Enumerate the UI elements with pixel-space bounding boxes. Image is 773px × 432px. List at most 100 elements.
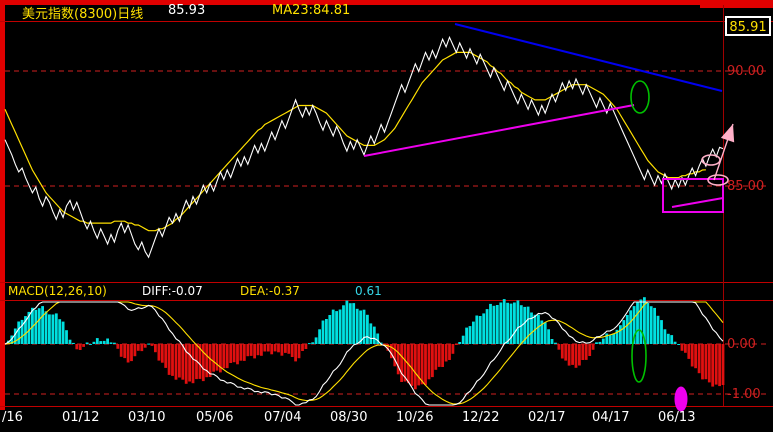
macd-histogram-bar	[277, 344, 280, 353]
macd-histogram-bar	[441, 344, 444, 367]
macd-histogram-bar	[325, 319, 328, 344]
macd-histogram-bar	[707, 344, 711, 383]
macd-histogram-bar	[598, 341, 602, 344]
macd-histogram-bar	[557, 344, 561, 350]
macd-histogram-bar	[431, 344, 434, 378]
macd-histogram-bar	[684, 344, 687, 353]
macd-histogram-bar	[215, 344, 219, 371]
macd-histogram-bar	[307, 343, 311, 345]
macd-histogram-bar	[420, 344, 424, 385]
macd-histogram-bar	[61, 321, 65, 344]
macd-histogram-bar	[393, 344, 397, 367]
macd-histogram-bar	[465, 327, 468, 344]
macd-histogram-bar	[143, 344, 147, 348]
macd-histogram-bar	[342, 305, 345, 344]
macd-diff-value: DIFF:-0.07	[142, 284, 203, 298]
macd-histogram-bar	[697, 344, 701, 374]
macd-histogram-bar	[472, 321, 475, 344]
macd-histogram-bar	[601, 338, 605, 344]
macd-histogram-bar	[376, 333, 380, 344]
macd-histogram-bar	[550, 339, 554, 344]
macd-header: MACD(12,26,10) DIFF:-0.07 DEA:-0.37 0.61	[0, 284, 773, 301]
macd-histogram-bar	[65, 330, 68, 344]
macd-histogram-bar	[509, 303, 513, 344]
macd-histogram-bar	[554, 342, 557, 344]
macd-histogram-bar	[482, 313, 486, 344]
macd-histogram-bar	[85, 342, 89, 344]
macd-histogram-bar	[619, 325, 622, 344]
macd-histogram-bar	[359, 310, 362, 344]
chart-header: 美元指数(8300)日线 85.93 MA23:84.81	[0, 2, 773, 22]
macd-histogram-bar	[58, 319, 62, 344]
annotation-downtrend[interactable]	[454, 23, 723, 92]
macd-dea-line	[4, 301, 724, 405]
macd-histogram-bar	[116, 344, 120, 349]
macd-histogram-bar	[475, 315, 479, 344]
macd-histogram-bar	[154, 344, 157, 353]
macd-histogram-bar	[560, 344, 564, 359]
macd-histogram-bar	[537, 314, 540, 344]
macd-histogram-bar	[687, 344, 691, 359]
macd-histogram-bar	[301, 344, 304, 351]
x-axis-tick-label: 10/26	[396, 410, 434, 425]
annotation-pink-circle-lower[interactable]	[707, 174, 729, 186]
macd-histogram-bar	[232, 344, 236, 363]
macd-histogram-bar	[198, 344, 202, 379]
macd-histogram-bar	[113, 342, 116, 344]
macd-histogram-bar	[263, 344, 267, 352]
macd-histogram-bar	[24, 316, 27, 344]
macd-histogram-bar	[458, 342, 462, 344]
annotation-breakdown-circle[interactable]	[630, 80, 650, 114]
annotation-uptrend[interactable]	[363, 104, 635, 157]
macd-histogram-bar	[328, 315, 332, 344]
macd-histogram-bar	[266, 344, 270, 352]
macd-histogram-bar	[270, 344, 274, 355]
macd-histogram-bar	[133, 344, 137, 357]
macd-histogram-bar	[502, 299, 506, 344]
annotation-box-support[interactable]	[671, 197, 724, 208]
macd-histogram-bar	[588, 344, 592, 356]
macd-histogram-bar	[311, 342, 315, 344]
macd-histogram-bar	[413, 344, 417, 390]
macd-histogram-bar	[239, 344, 243, 361]
annotation-macd-cross-marker[interactable]	[674, 386, 688, 412]
annotation-macd-divergence-circle[interactable]	[631, 329, 647, 383]
macd-histogram-bar	[348, 303, 352, 344]
macd-histogram-bar	[543, 322, 547, 344]
annotation-pink-circle-upper[interactable]	[701, 154, 721, 166]
macd-histogram-bar	[260, 344, 263, 356]
annotation-consolidation-box[interactable]	[662, 178, 724, 213]
macd-histogram-bar	[225, 344, 229, 369]
macd-histogram-bar	[160, 344, 164, 363]
macd-histogram-bar	[369, 323, 373, 344]
x-axis-tick-label: 12/22	[462, 410, 500, 425]
macd-histogram-bar	[164, 344, 168, 368]
macd-histogram-bar	[649, 306, 653, 344]
macd-histogram-bar	[519, 305, 523, 344]
annotation-up-arrow-head[interactable]	[720, 124, 735, 143]
macd-histogram-bar	[147, 343, 150, 345]
x-axis-tick-label: 05/06	[196, 410, 234, 425]
macd-histogram-bar	[48, 314, 51, 344]
macd-histogram-bar	[400, 344, 403, 382]
macd-histogram-bar	[201, 344, 205, 382]
macd-histogram-bar	[468, 326, 472, 344]
instrument-title: 美元指数(8300)日线	[22, 7, 144, 22]
macd-histogram-bar	[188, 344, 191, 382]
macd-histogram-bar	[526, 306, 530, 344]
macd-histogram-bar	[54, 313, 58, 344]
macd-dea-value: DEA:-0.37	[240, 284, 300, 298]
macd-histogram-bar	[34, 309, 38, 344]
macd-histogram-bar	[434, 344, 438, 370]
macd-histogram-bar	[530, 312, 533, 344]
macd-histogram-bar	[99, 341, 103, 344]
macd-histogram-bar	[666, 333, 670, 344]
macd-histogram-bar	[106, 338, 109, 344]
macd-histogram-bar	[10, 335, 14, 344]
macd-histogram-bar	[219, 344, 222, 373]
macd-histogram-bar	[174, 344, 178, 380]
macd-histogram-bar	[287, 344, 291, 354]
macd-histogram-bar	[636, 302, 639, 344]
macd-histogram-bar	[690, 344, 694, 367]
